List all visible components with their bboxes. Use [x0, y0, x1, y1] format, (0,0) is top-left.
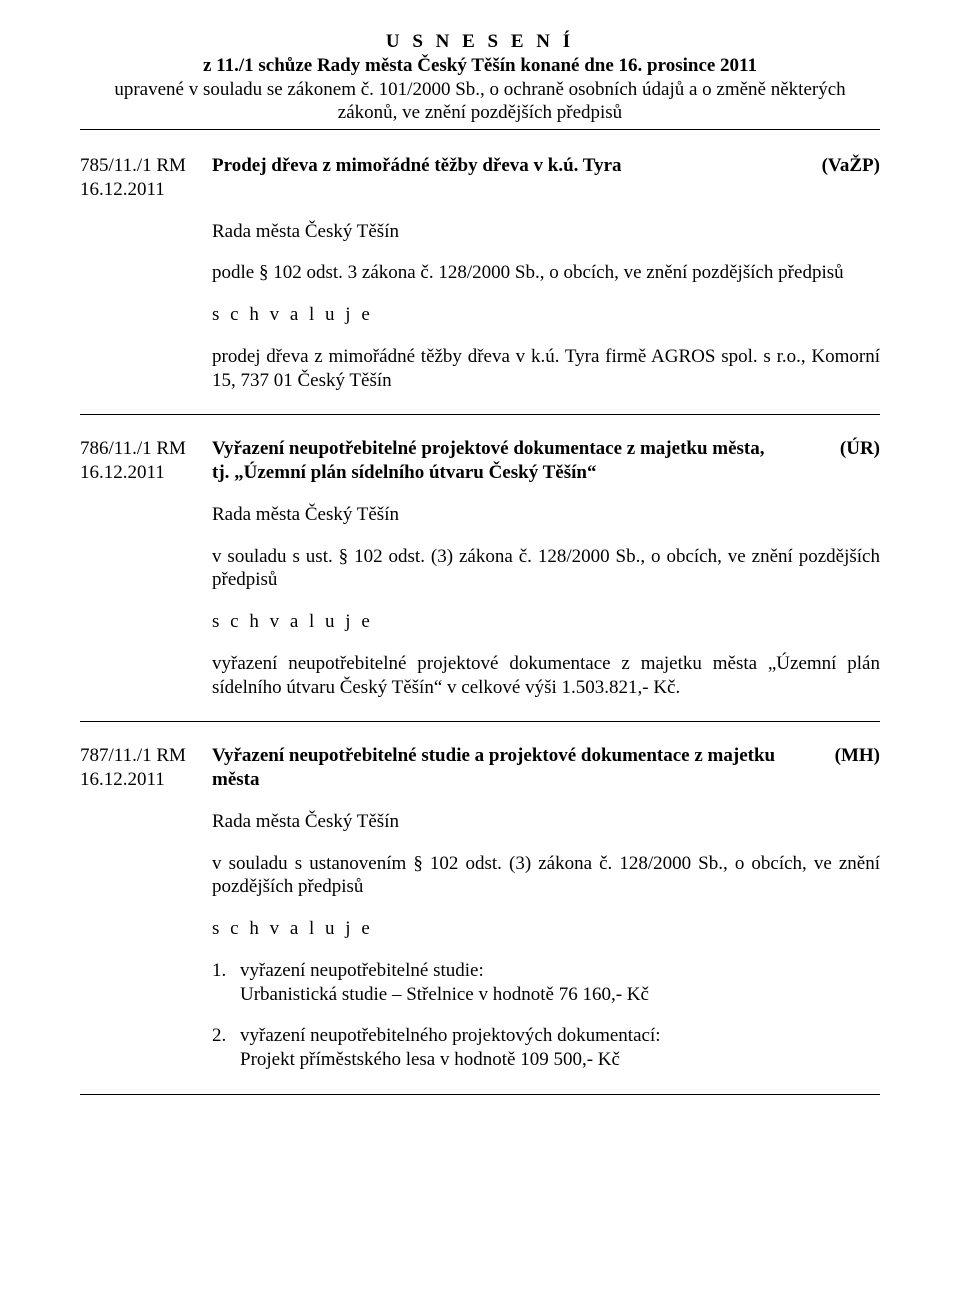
resolution-p1: v souladu s ustanovením § 102 odst. (3) …: [212, 852, 880, 900]
item-line1: vyřazení neupotřebitelné studie:: [240, 959, 880, 983]
resolution-p2: vyřazení neupotřebitelné projektové doku…: [212, 652, 880, 700]
item-number: 1.: [212, 959, 240, 1007]
resolution-title: Prodej dřeva z mimořádné těžby dřeva v k…: [212, 154, 802, 178]
resolution-id-line2: 16.12.2011: [80, 461, 212, 485]
resolution-p2: prodej dřeva z mimořádné těžby dřeva v k…: [212, 345, 880, 393]
item-line2: Urbanistická studie – Střelnice v hodnot…: [240, 983, 880, 1007]
resolution-id-line2: 16.12.2011: [80, 768, 212, 792]
resolution-title: Vyřazení neupotřebitelné projektové doku…: [212, 437, 802, 485]
resolution-id: 785/11./1 RM 16.12.2011: [80, 154, 212, 202]
resolution-title-l2: tj. „Územní plán sídelního útvaru Český …: [212, 461, 802, 485]
resolution-id: 786/11./1 RM 16.12.2011: [80, 437, 212, 485]
header-title: U S N E S E N Í: [80, 30, 880, 54]
resolution-title-l2: města: [212, 768, 802, 792]
resolution-786: 786/11./1 RM 16.12.2011 Vyřazení neupotř…: [80, 437, 880, 699]
resolution-id-line1: 787/11./1 RM: [80, 744, 212, 768]
item-line1: vyřazení neupotřebitelného projektových …: [240, 1024, 880, 1048]
item-text: vyřazení neupotřebitelné studie: Urbanis…: [240, 959, 880, 1007]
separator-rule: [80, 721, 880, 722]
resolution-787: 787/11./1 RM 16.12.2011 Vyřazení neupotř…: [80, 744, 880, 1072]
resolution-title: Vyřazení neupotřebitelné studie a projek…: [212, 744, 802, 792]
resolution-rada: Rada města Český Těšín: [212, 810, 880, 834]
resolution-id: 787/11./1 RM 16.12.2011: [80, 744, 212, 792]
header-line3: upravené v souladu se zákonem č. 101/200…: [80, 78, 880, 102]
header-line4: zákonů, ve znění pozdějších předpisů: [80, 101, 880, 125]
resolution-schvaluje: s c h v a l u j e: [212, 917, 880, 941]
resolution-id-line2: 16.12.2011: [80, 178, 212, 202]
resolution-schvaluje: s c h v a l u j e: [212, 303, 880, 327]
item-number: 2.: [212, 1024, 240, 1072]
separator-rule: [80, 1094, 880, 1095]
resolution-title-row: 787/11./1 RM 16.12.2011 Vyřazení neupotř…: [80, 744, 880, 792]
resolution-rada: Rada města Český Těšín: [212, 503, 880, 527]
resolution-id-line1: 786/11./1 RM: [80, 437, 212, 461]
item-text: vyřazení neupotřebitelného projektových …: [240, 1024, 880, 1072]
resolution-p1: v souladu s ust. § 102 odst. (3) zákona …: [212, 545, 880, 593]
header-line2: z 11./1 schůze Rady města Český Těšín ko…: [80, 54, 880, 78]
resolution-tag: (ÚR): [802, 437, 880, 461]
item-line2: Projekt příměstského lesa v hodnotě 109 …: [240, 1048, 880, 1072]
resolution-item-1: 1. vyřazení neupotřebitelné studie: Urba…: [212, 959, 880, 1007]
resolution-title-row: 786/11./1 RM 16.12.2011 Vyřazení neupotř…: [80, 437, 880, 485]
resolution-item-2: 2. vyřazení neupotřebitelného projektový…: [212, 1024, 880, 1072]
resolution-title-l1: Vyřazení neupotřebitelné projektové doku…: [212, 437, 802, 461]
resolution-title-l1: Vyřazení neupotřebitelné studie a projek…: [212, 744, 802, 768]
resolution-schvaluje: s c h v a l u j e: [212, 610, 880, 634]
resolution-tag: (VaŽP): [802, 154, 880, 178]
resolution-id-line1: 785/11./1 RM: [80, 154, 212, 178]
resolution-title-row: 785/11./1 RM 16.12.2011 Prodej dřeva z m…: [80, 154, 880, 202]
document-header: U S N E S E N Í z 11./1 schůze Rady měst…: [80, 30, 880, 125]
header-rule: [80, 129, 880, 130]
separator-rule: [80, 414, 880, 415]
resolution-p1: podle § 102 odst. 3 zákona č. 128/2000 S…: [212, 261, 880, 285]
resolution-rada: Rada města Český Těšín: [212, 220, 880, 244]
resolution-785: 785/11./1 RM 16.12.2011 Prodej dřeva z m…: [80, 154, 880, 392]
resolution-tag: (MH): [802, 744, 880, 768]
